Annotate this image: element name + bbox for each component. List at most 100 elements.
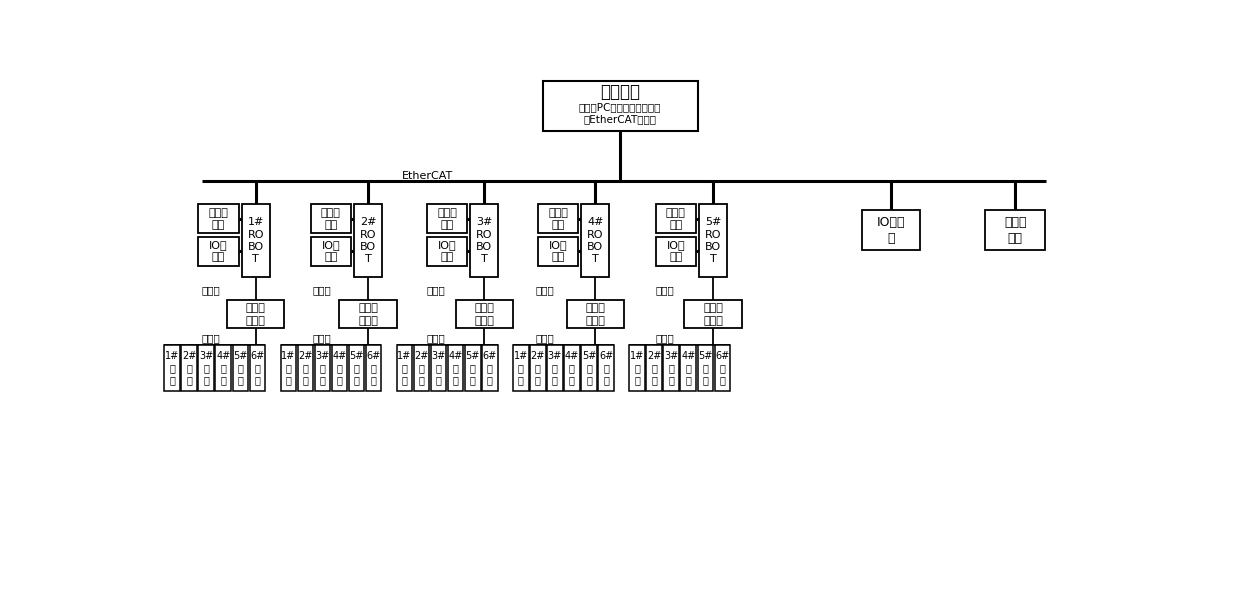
Text: 1#
相
机: 1# 相 机 bbox=[630, 351, 644, 386]
Text: 以太网: 以太网 bbox=[656, 333, 675, 343]
Text: 3#
相
机: 3# 相 机 bbox=[432, 351, 445, 386]
Text: 以太网: 以太网 bbox=[656, 285, 675, 296]
Bar bbox=[656, 204, 696, 233]
Bar bbox=[198, 345, 215, 391]
Text: 以太网: 以太网 bbox=[536, 285, 554, 296]
Text: 视觉处
理系统: 视觉处 理系统 bbox=[246, 303, 265, 326]
Text: 3#
RO
BO
T: 3# RO BO T bbox=[476, 217, 492, 265]
Bar bbox=[397, 345, 412, 391]
Text: 4#
相
机: 4# 相 机 bbox=[332, 351, 346, 386]
Bar bbox=[538, 204, 578, 233]
Bar bbox=[427, 236, 467, 266]
Bar bbox=[629, 345, 645, 391]
Text: IO控制
组: IO控制 组 bbox=[877, 216, 905, 245]
Text: 以太网: 以太网 bbox=[201, 285, 221, 296]
Text: 4#
相
机: 4# 相 机 bbox=[565, 351, 579, 386]
Text: 4#
相
机: 4# 相 机 bbox=[216, 351, 231, 386]
Bar bbox=[543, 81, 697, 131]
Bar bbox=[681, 345, 696, 391]
Text: 阀岛控
制组: 阀岛控 制组 bbox=[321, 208, 341, 230]
Bar bbox=[216, 345, 231, 391]
Text: IO控
制组: IO控 制组 bbox=[438, 240, 456, 262]
Text: 视觉处
理系统: 视觉处 理系统 bbox=[585, 303, 605, 326]
Text: 4#
RO
BO
T: 4# RO BO T bbox=[587, 217, 604, 265]
Bar bbox=[311, 236, 351, 266]
Bar bbox=[233, 345, 248, 391]
Bar bbox=[513, 345, 528, 391]
Text: 以太网: 以太网 bbox=[427, 333, 445, 343]
Bar bbox=[714, 345, 730, 391]
Bar bbox=[456, 301, 513, 328]
Bar bbox=[280, 345, 296, 391]
Text: 阀岛控
制组: 阀岛控 制组 bbox=[208, 208, 228, 230]
Bar bbox=[448, 345, 464, 391]
Bar bbox=[332, 345, 347, 391]
Text: 5#
相
机: 5# 相 机 bbox=[350, 351, 363, 386]
Text: 6#
相
机: 6# 相 机 bbox=[250, 351, 264, 386]
Text: 3#
相
机: 3# 相 机 bbox=[200, 351, 213, 386]
Text: 阀岛控
制组: 阀岛控 制组 bbox=[666, 208, 686, 230]
Bar bbox=[547, 345, 563, 391]
Text: 1#
RO
BO
T: 1# RO BO T bbox=[248, 217, 264, 265]
Text: 3#
相
机: 3# 相 机 bbox=[665, 351, 678, 386]
Bar bbox=[164, 345, 180, 391]
Bar bbox=[567, 301, 624, 328]
Bar bbox=[198, 204, 238, 233]
Text: 6#
相
机: 6# 相 机 bbox=[367, 351, 381, 386]
Text: 5#
相
机: 5# 相 机 bbox=[582, 351, 596, 386]
Text: 以太网: 以太网 bbox=[201, 333, 221, 343]
Text: 5#
RO
BO
T: 5# RO BO T bbox=[704, 217, 722, 265]
Bar bbox=[656, 236, 696, 266]
Text: 3#
相
机: 3# 相 机 bbox=[548, 351, 562, 386]
Text: 4#
相
机: 4# 相 机 bbox=[449, 351, 463, 386]
Bar bbox=[646, 345, 662, 391]
Bar bbox=[348, 345, 365, 391]
Text: 以太网: 以太网 bbox=[312, 285, 331, 296]
Bar bbox=[227, 301, 284, 328]
Text: 1#
相
机: 1# 相 机 bbox=[513, 351, 528, 386]
Bar bbox=[531, 345, 546, 391]
Text: 1#
相
机: 1# 相 机 bbox=[281, 351, 295, 386]
Bar bbox=[582, 204, 609, 277]
Text: 6#
相
机: 6# 相 机 bbox=[599, 351, 613, 386]
Text: 主控制器: 主控制器 bbox=[600, 83, 640, 101]
Text: 视觉处
理系统: 视觉处 理系统 bbox=[358, 303, 378, 326]
Text: 3#
相
机: 3# 相 机 bbox=[315, 351, 330, 386]
Text: 2#
相
机: 2# 相 机 bbox=[531, 351, 546, 386]
Text: IO控
制组: IO控 制组 bbox=[548, 240, 568, 262]
Text: IO控
制组: IO控 制组 bbox=[666, 240, 686, 262]
Text: 伺服控
制组: 伺服控 制组 bbox=[1004, 216, 1027, 245]
Bar bbox=[482, 345, 497, 391]
Text: 阀岛控
制组: 阀岛控 制组 bbox=[438, 208, 458, 230]
Bar bbox=[663, 345, 680, 391]
Text: 5#
相
机: 5# 相 机 bbox=[233, 351, 248, 386]
Bar bbox=[470, 204, 498, 277]
Text: （基于PC的运动控制平台）: （基于PC的运动控制平台） bbox=[579, 102, 661, 112]
Bar bbox=[298, 345, 312, 391]
Text: 5#
相
机: 5# 相 机 bbox=[698, 351, 713, 386]
Text: 6#
相
机: 6# 相 机 bbox=[715, 351, 729, 386]
Text: EtherCAT: EtherCAT bbox=[402, 170, 454, 181]
Text: 6#
相
机: 6# 相 机 bbox=[482, 351, 497, 386]
Text: （EtherCAT主站）: （EtherCAT主站） bbox=[584, 114, 656, 125]
Text: 视觉处
理系统: 视觉处 理系统 bbox=[703, 303, 723, 326]
Text: 视觉处
理系统: 视觉处 理系统 bbox=[475, 303, 495, 326]
Bar bbox=[198, 236, 238, 266]
Text: 2#
相
机: 2# 相 机 bbox=[414, 351, 429, 386]
Text: 2#
相
机: 2# 相 机 bbox=[298, 351, 312, 386]
Text: 1#
相
机: 1# 相 机 bbox=[165, 351, 179, 386]
Bar bbox=[181, 345, 197, 391]
Text: 以太网: 以太网 bbox=[536, 333, 554, 343]
Bar bbox=[414, 345, 429, 391]
Bar bbox=[315, 345, 330, 391]
Bar bbox=[427, 204, 467, 233]
Bar bbox=[538, 236, 578, 266]
Bar bbox=[862, 210, 920, 251]
Bar bbox=[340, 301, 397, 328]
Bar bbox=[598, 345, 614, 391]
Bar bbox=[985, 210, 1045, 251]
Bar bbox=[465, 345, 481, 391]
Bar bbox=[311, 204, 351, 233]
Text: 2#
相
机: 2# 相 机 bbox=[182, 351, 196, 386]
Bar bbox=[355, 204, 382, 277]
